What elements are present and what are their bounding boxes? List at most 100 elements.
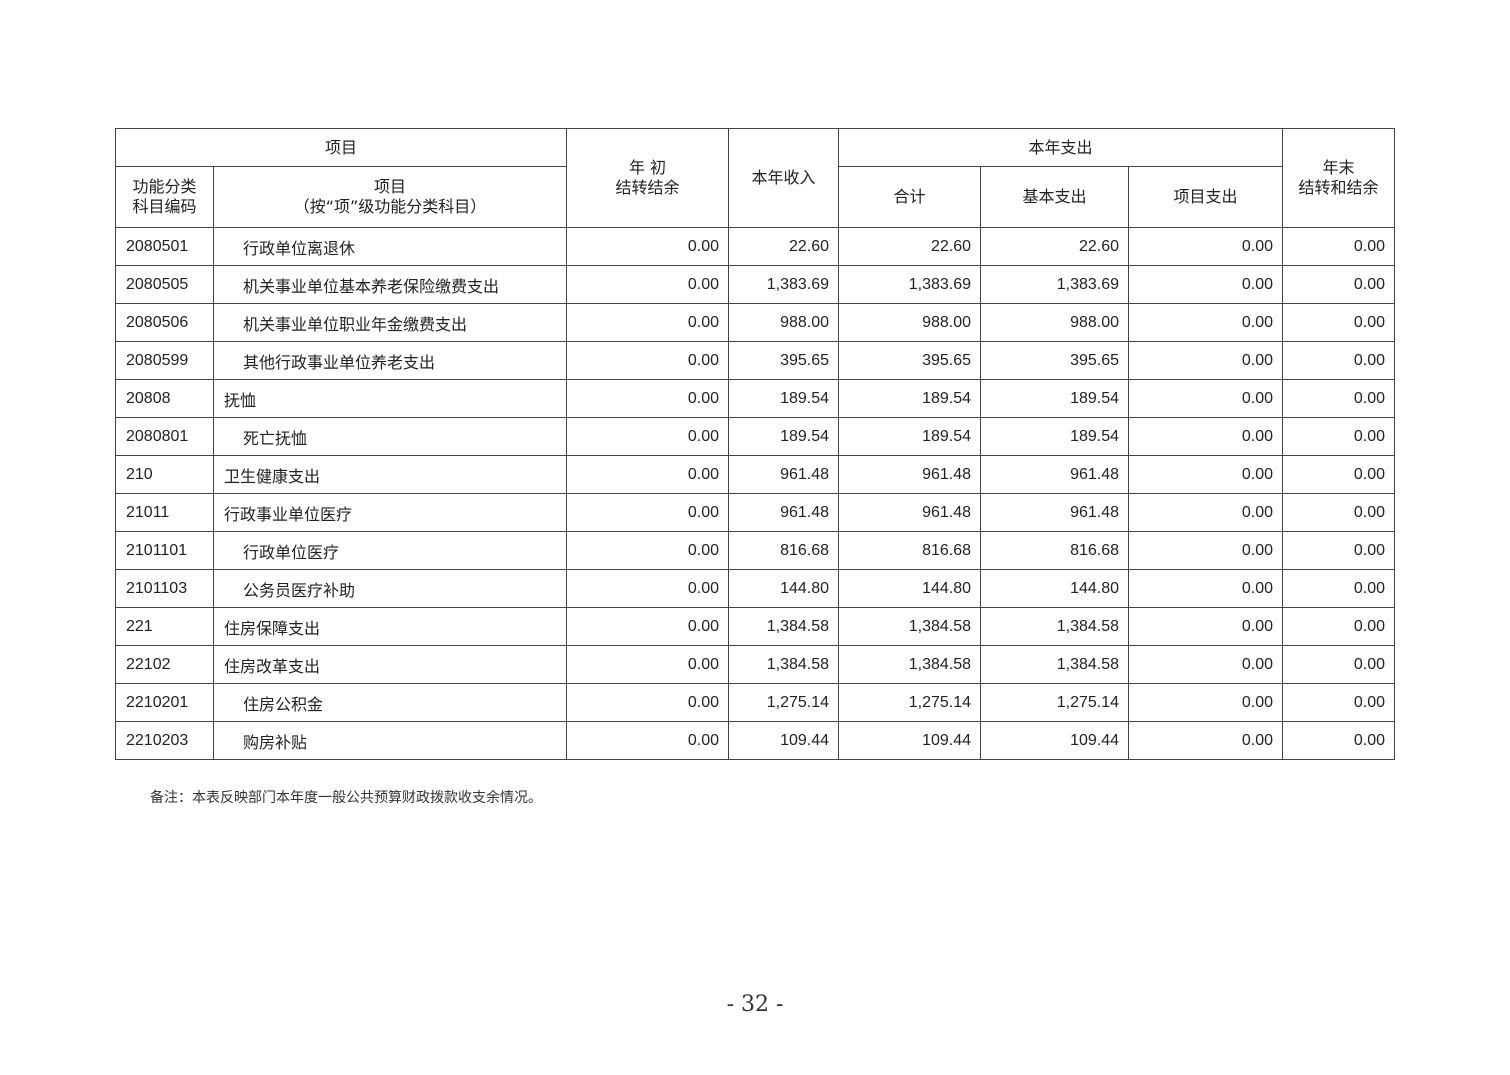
row-project: 0.00 bbox=[1128, 341, 1284, 380]
row-income: 22.60 bbox=[728, 227, 840, 266]
row-closing: 0.00 bbox=[1282, 341, 1396, 380]
row-name: 卫生健康支出 bbox=[212, 455, 568, 494]
row-income: 189.54 bbox=[728, 417, 840, 456]
row-closing: 0.00 bbox=[1282, 227, 1396, 266]
row-basic: 1,383.69 bbox=[980, 265, 1130, 304]
row-opening: 0.00 bbox=[566, 227, 730, 266]
row-opening: 0.00 bbox=[566, 417, 730, 456]
row-total: 189.54 bbox=[838, 417, 982, 456]
row-name: 行政单位医疗 bbox=[212, 531, 568, 570]
row-income: 961.48 bbox=[728, 493, 840, 532]
row-code: 2080599 bbox=[115, 341, 214, 380]
row-total: 1,384.58 bbox=[838, 607, 982, 646]
row-project: 0.00 bbox=[1128, 569, 1284, 608]
row-opening: 0.00 bbox=[566, 303, 730, 342]
row-project: 0.00 bbox=[1128, 265, 1284, 304]
row-code: 2080505 bbox=[115, 265, 214, 304]
header-expense-group: 本年支出 bbox=[838, 128, 1284, 167]
row-name: 抚恤 bbox=[212, 379, 568, 418]
row-name: 住房公积金 bbox=[212, 683, 568, 722]
row-closing: 0.00 bbox=[1282, 265, 1396, 304]
row-code: 210 bbox=[115, 455, 214, 494]
row-opening: 0.00 bbox=[566, 645, 730, 684]
row-income: 1,383.69 bbox=[728, 265, 840, 304]
header-closing: 年末 结转和结余 bbox=[1282, 128, 1396, 228]
table-row: 2080506 机关事业单位职业年金缴费支出 0.00 988.00 988.00 988… bbox=[115, 303, 1396, 342]
row-opening: 0.00 bbox=[566, 607, 730, 646]
table-row: 2080801 死亡抚恤 0.00 189.54 189.54 189.54 0.00 0.0… bbox=[115, 417, 1396, 456]
row-opening: 0.00 bbox=[566, 569, 730, 608]
table-row: 210 卫生健康支出 0.00 961.48 961.48 961.48 0.00 0.00 bbox=[115, 455, 1396, 494]
table-row: 20808 抚恤 0.00 189.54 189.54 189.54 0.00 0.00 bbox=[115, 379, 1396, 418]
row-project: 0.00 bbox=[1128, 455, 1284, 494]
row-name: 死亡抚恤 bbox=[212, 417, 568, 456]
row-total: 961.48 bbox=[838, 493, 982, 532]
row-project: 0.00 bbox=[1128, 303, 1284, 342]
row-basic: 144.80 bbox=[980, 569, 1130, 608]
row-opening: 0.00 bbox=[566, 531, 730, 570]
row-project: 0.00 bbox=[1128, 227, 1284, 266]
row-total: 988.00 bbox=[838, 303, 982, 342]
table-row: 2080505 机关事业单位基本养老保险缴费支出 0.00 1,383.69 1,383… bbox=[115, 265, 1396, 304]
header-opening: 年 初 结转结余 bbox=[566, 128, 730, 228]
row-income: 1,275.14 bbox=[728, 683, 840, 722]
row-closing: 0.00 bbox=[1282, 379, 1396, 418]
row-basic: 395.65 bbox=[980, 341, 1130, 380]
row-project: 0.00 bbox=[1128, 531, 1284, 570]
row-closing: 0.00 bbox=[1282, 683, 1396, 722]
row-total: 109.44 bbox=[838, 721, 982, 760]
row-code: 2080506 bbox=[115, 303, 214, 342]
row-name: 购房补贴 bbox=[212, 721, 568, 760]
row-opening: 0.00 bbox=[566, 379, 730, 418]
row-closing: 0.00 bbox=[1282, 645, 1396, 684]
row-income: 1,384.58 bbox=[728, 645, 840, 684]
row-total: 1,384.58 bbox=[838, 645, 982, 684]
row-basic: 189.54 bbox=[980, 417, 1130, 456]
row-code: 2080801 bbox=[115, 417, 214, 456]
row-closing: 0.00 bbox=[1282, 417, 1396, 456]
row-income: 109.44 bbox=[728, 721, 840, 760]
row-name: 机关事业单位基本养老保险缴费支出 bbox=[212, 265, 568, 304]
budget-table: 项目 年 初 结转结余 本年收入 本年支出 年末 结转和结余 功能分类 科目编码… bbox=[114, 128, 1396, 760]
row-income: 961.48 bbox=[728, 455, 840, 494]
row-total: 22.60 bbox=[838, 227, 982, 266]
row-name: 住房改革支出 bbox=[212, 645, 568, 684]
header-total: 合计 bbox=[838, 166, 982, 228]
row-code: 20808 bbox=[115, 379, 214, 418]
table-row: 2210203 购房补贴 0.00 109.44 109.44 109.44 0.00 0.0… bbox=[115, 721, 1396, 760]
row-basic: 816.68 bbox=[980, 531, 1130, 570]
row-project: 0.00 bbox=[1128, 493, 1284, 532]
row-opening: 0.00 bbox=[566, 493, 730, 532]
row-income: 816.68 bbox=[728, 531, 840, 570]
row-name: 行政单位离退休 bbox=[212, 227, 568, 266]
row-name: 机关事业单位职业年金缴费支出 bbox=[212, 303, 568, 342]
row-income: 988.00 bbox=[728, 303, 840, 342]
row-project: 0.00 bbox=[1128, 721, 1284, 760]
row-name: 住房保障支出 bbox=[212, 607, 568, 646]
row-income: 189.54 bbox=[728, 379, 840, 418]
row-code: 21011 bbox=[115, 493, 214, 532]
row-total: 1,383.69 bbox=[838, 265, 982, 304]
table-row: 2210201 住房公积金 0.00 1,275.14 1,275.14 1,275.14… bbox=[115, 683, 1396, 722]
row-closing: 0.00 bbox=[1282, 531, 1396, 570]
row-closing: 0.00 bbox=[1282, 721, 1396, 760]
page-number: - 32 - bbox=[726, 992, 784, 1017]
row-closing: 0.00 bbox=[1282, 569, 1396, 608]
row-basic: 961.48 bbox=[980, 493, 1130, 532]
row-name: 公务员医疗补助 bbox=[212, 569, 568, 608]
row-income: 1,384.58 bbox=[728, 607, 840, 646]
header-basic: 基本支出 bbox=[980, 166, 1130, 228]
row-total: 395.65 bbox=[838, 341, 982, 380]
table-row: 2101103 公务员医疗补助 0.00 144.80 144.80 144.80 0.00… bbox=[115, 569, 1396, 608]
row-total: 189.54 bbox=[838, 379, 982, 418]
row-basic: 22.60 bbox=[980, 227, 1130, 266]
row-code: 2101103 bbox=[115, 569, 214, 608]
row-project: 0.00 bbox=[1128, 683, 1284, 722]
header-item-subtitle: （按“项”级功能分类科目） bbox=[293, 197, 487, 216]
row-code: 221 bbox=[115, 607, 214, 646]
row-income: 144.80 bbox=[728, 569, 840, 608]
row-opening: 0.00 bbox=[566, 683, 730, 722]
row-basic: 1,384.58 bbox=[980, 607, 1130, 646]
table-row: 221 住房保障支出 0.00 1,384.58 1,384.58 1,384.58 0.0… bbox=[115, 607, 1396, 646]
header-item-group: 项目 bbox=[114, 128, 568, 167]
